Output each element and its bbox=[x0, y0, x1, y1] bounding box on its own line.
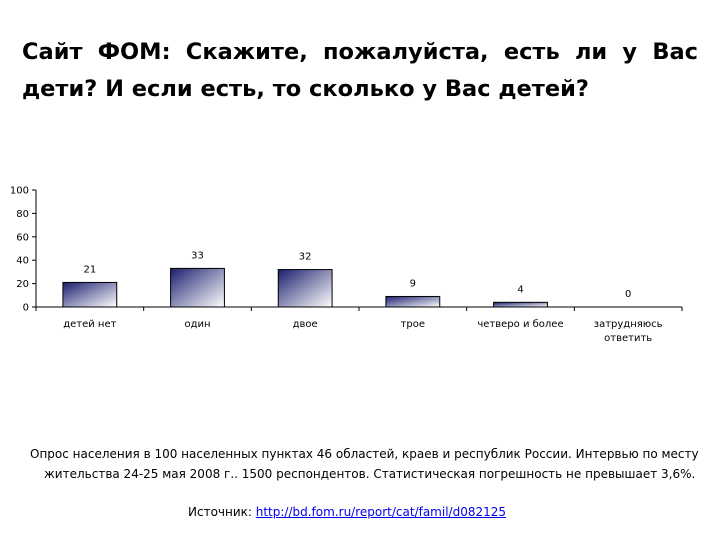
bar bbox=[493, 301, 548, 308]
bars: 21 33 32 9 4 0 bbox=[62, 250, 631, 308]
y-axis: 0 20 40 60 80 100 bbox=[10, 186, 37, 314]
data-label: 21 bbox=[83, 264, 96, 275]
data-label: 9 bbox=[410, 278, 416, 289]
x-tick-label: затрудняюсь bbox=[594, 319, 663, 330]
bar bbox=[170, 267, 225, 308]
survey-footnote: Опрос населения в 100 населенных пунктах… bbox=[30, 447, 699, 481]
x-tick-label: один bbox=[184, 319, 210, 330]
x-tick-label: двое bbox=[293, 319, 318, 330]
bar bbox=[62, 281, 118, 308]
bar bbox=[385, 295, 441, 308]
source-line: Источник: http://bd.fom.ru/report/cat/fa… bbox=[188, 505, 506, 519]
x-tick-label: трое bbox=[401, 319, 425, 330]
y-tick-label: 60 bbox=[16, 232, 29, 243]
x-tick-label: ответить bbox=[604, 333, 652, 344]
y-tick-label: 20 bbox=[16, 279, 29, 290]
slide-title: Сайт ФОМ: Скажите, пожалуйста, есть ли у… bbox=[22, 39, 698, 102]
y-tick-label: 100 bbox=[10, 186, 29, 197]
data-label: 33 bbox=[191, 250, 204, 261]
x-tick-label: четверо и более bbox=[477, 319, 563, 330]
y-tick-label: 0 bbox=[23, 303, 29, 314]
bar bbox=[277, 269, 333, 308]
data-label: 0 bbox=[625, 289, 631, 300]
source-link[interactable]: http://bd.fom.ru/report/cat/famil/d08212… bbox=[255, 505, 507, 519]
x-tick-label: детей нет bbox=[63, 319, 116, 330]
x-axis: детей нет один двое трое четверо и более затр… bbox=[35, 306, 683, 344]
data-label: 32 bbox=[299, 252, 312, 263]
y-tick-label: 80 bbox=[16, 209, 29, 220]
y-tick-label: 40 bbox=[16, 256, 29, 267]
source-label: Источник: bbox=[188, 505, 256, 519]
data-label: 4 bbox=[517, 284, 523, 295]
